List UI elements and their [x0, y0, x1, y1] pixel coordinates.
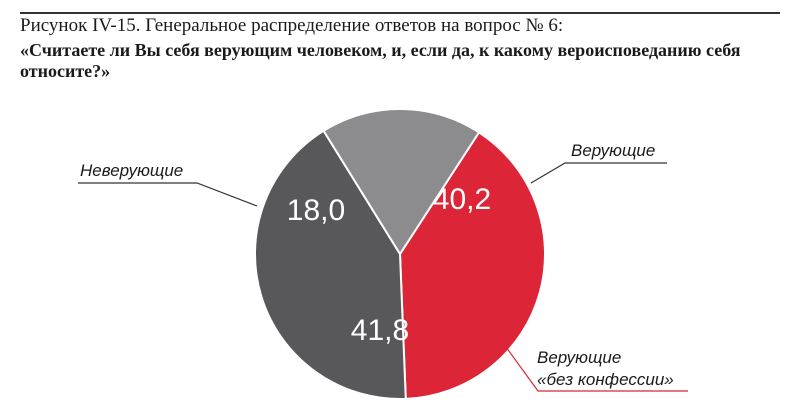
leader-lines [78, 162, 688, 392]
pie-slices [254, 108, 546, 400]
legend-label-nonbelievers: Неверующие [80, 161, 183, 180]
legend-label-nonconfessional-line1: Верующие [537, 348, 621, 367]
pie-slice-nonbelievers [322, 108, 481, 256]
slice-value-label-nonconfessional: 41,8 [351, 314, 409, 347]
legend-label-believers: Верующие [571, 141, 655, 160]
legend-label-nonconfessional-line2: «без конфессии» [537, 370, 674, 389]
top-rule [20, 12, 780, 14]
leader-line-nonbelievers [78, 182, 258, 207]
leader-line-nonconfessional [497, 335, 688, 392]
slice-value-label-believers: 40,2 [433, 183, 491, 216]
figure-question: «Считаете ли Вы себя верующим человеком,… [20, 40, 741, 81]
leader-line-believers [530, 162, 667, 184]
slice-value-label-nonbelievers: 18,0 [287, 194, 345, 227]
pie-slice-nonconfessional [254, 129, 407, 400]
figure-caption: Рисунок IV-15. Генеральное распределение… [20, 15, 564, 36]
